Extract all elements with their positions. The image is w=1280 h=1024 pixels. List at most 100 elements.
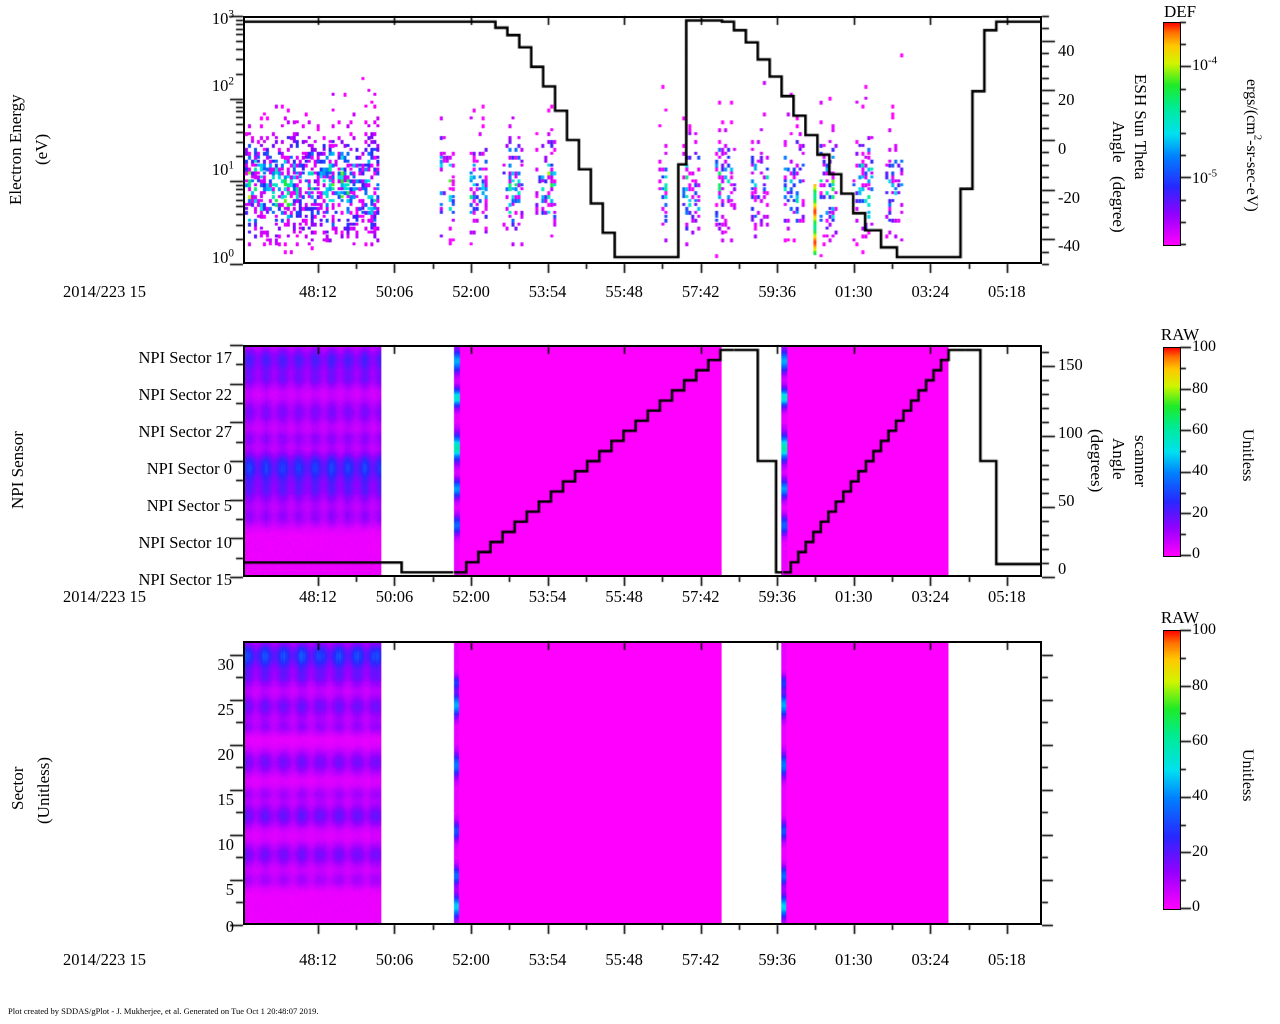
panel3-colorbar-tick-80: 80 (1192, 677, 1208, 694)
panel1-colorbar[interactable] (1163, 22, 1181, 246)
panel3-time-tick: 55:48 (605, 950, 643, 969)
panel2-heatmap-canvas (245, 347, 1040, 575)
panel3-time-tick: 01:30 (834, 950, 873, 969)
panel2-colorbar-tick-20: 20 (1192, 504, 1208, 521)
panel2-colorbar-tick-80: 80 (1192, 380, 1208, 397)
panel1-ytick-right-40: 40 (1058, 41, 1075, 60)
panel3-time-tick: 50:06 (375, 950, 414, 969)
footer-credit: Plot created by SDDAS/gPlot - J. Mukherj… (8, 1006, 319, 1016)
panel1-time-tick: 05:18 (988, 282, 1026, 301)
panel3-colorbar[interactable] (1163, 630, 1181, 910)
panel2-ylabel-right-units: (degrees) (1087, 429, 1106, 493)
panel3-time-tick: 53:54 (528, 950, 567, 969)
panel2-time-tick: 57:42 (681, 587, 720, 606)
panel3-colorbar-tick-20: 20 (1192, 843, 1208, 860)
panel2-time-tick: 01:30 (834, 587, 873, 606)
panel1-time-tick: 01:30 (834, 282, 873, 301)
panel1-time-tick: 48:12 (299, 282, 337, 301)
panel2-ytick-sector5: NPI Sector 5 (146, 496, 232, 515)
panel3-time-prefix: 2014/223 15 (63, 950, 146, 969)
panel1-time-tick: 52:00 (452, 282, 490, 301)
panel3-time-tick: 03:24 (911, 950, 950, 969)
panel1-time-tick: 50:06 (375, 282, 414, 301)
panel2-colorbar-tick-60: 60 (1192, 421, 1208, 438)
panel1-ytick-1000: 103 (211, 8, 234, 28)
panel1-time-tick: 57:42 (681, 282, 720, 301)
panel3-ytick-10: 10 (217, 835, 235, 854)
panel3-plot-area[interactable] (243, 641, 1042, 925)
panel3-ytick-20: 20 (217, 745, 235, 764)
panel2-ylabel-left: NPI Sensor (8, 431, 27, 509)
panel2-plot-area[interactable] (243, 345, 1042, 577)
panel2-ytick-right-150: 150 (1058, 355, 1083, 374)
panel1-ytick-10: 101 (211, 159, 234, 179)
panel1-colorbar-gradient (1164, 23, 1180, 245)
panel2-time-tick: 48:12 (299, 587, 337, 606)
panel2-time-prefix: 2014/223 15 (63, 587, 146, 606)
panel2-ylabel-right: scanner (1131, 435, 1150, 487)
panel2-colorbar-tick-40: 40 (1192, 462, 1208, 479)
panel3-colorbar-tick-100: 100 (1192, 621, 1216, 638)
panel1-colorbar-title: DEF (1163, 2, 1197, 21)
panel1-heatmap-canvas (245, 18, 1040, 262)
panel3-ytick-5: 5 (225, 880, 234, 899)
panel3-colorbar-gradient (1164, 631, 1180, 909)
panel2-ytick-sector27: NPI Sector 27 (138, 422, 233, 441)
panel2-time-tick: 53:54 (528, 587, 567, 606)
panel2-ylabel-right-angle: Angle (1109, 438, 1128, 480)
panel2-ytick-right-0: 0 (1058, 559, 1067, 578)
panel1-ytick-100: 102 (211, 75, 234, 95)
panel3-time-tick: 59:36 (758, 950, 796, 969)
panel1-colorbar-tick-1e-5: 10-5 (1192, 167, 1218, 187)
panel2-colorbar-gradient (1164, 348, 1180, 556)
panel3-ytick-30: 30 (217, 655, 235, 674)
panel1-ytick-right-20: 20 (1058, 90, 1075, 109)
panel1-ytick-right-0: 0 (1058, 139, 1067, 158)
panel3-time-tick: 48:12 (299, 950, 337, 969)
panel3-ylabel-left-units: (Unitless) (34, 756, 53, 824)
panel2-ytick-sector0: NPI Sector 0 (146, 459, 232, 478)
panel1-ylabel-left-units: (eV) (32, 133, 51, 165)
panel3-ylabel-left: Sector (8, 766, 27, 810)
panel3-ytick-25: 25 (217, 700, 235, 719)
panel2-time-tick: 03:24 (911, 587, 950, 606)
panel2-colorbar-tick-100: 100 (1192, 338, 1216, 355)
panel1-time-tick: 59:36 (758, 282, 796, 301)
panel1-colorbar-unit: ergs/(cm2-sr-sec-eV) (1243, 78, 1264, 212)
panel2-time-tick: 50:06 (375, 587, 414, 606)
panel3-ytick-15: 15 (217, 790, 235, 809)
panel3-time-tick: 52:00 (452, 950, 490, 969)
panel2-ytick-sector10: NPI Sector 10 (138, 533, 233, 552)
panel2-time-tick: 05:18 (988, 587, 1026, 606)
panel1-ylabel-right: ESH Sun Theta (1131, 74, 1150, 180)
panel2-time-tick: 52:00 (452, 587, 490, 606)
panel1-ylabel-right-units: (degree) (1109, 175, 1128, 233)
panel1-ytick-right-m20: -20 (1058, 188, 1080, 207)
panel3-colorbar-unit: Unitless (1239, 748, 1256, 802)
panel2-time-tick: 55:48 (605, 587, 643, 606)
panel1-ytick-1: 100 (211, 247, 234, 267)
panel1-plot-area[interactable] (243, 16, 1042, 264)
panel1-time-prefix: 2014/223 15 (63, 282, 146, 301)
panel2-colorbar[interactable] (1163, 347, 1181, 557)
panel1-ylabel-left: Electron Energy (6, 94, 25, 206)
panel1-ylabel-right-angle: Angle (1109, 121, 1128, 163)
panel3-time-tick: 57:42 (681, 950, 720, 969)
panel3-ytick-0: 0 (225, 917, 234, 936)
panel3-colorbar-tick-60: 60 (1192, 732, 1208, 749)
panel2-colorbar-tick-0: 0 (1192, 545, 1200, 562)
panel1-time-tick: 53:54 (528, 282, 567, 301)
panel1-colorbar-tick-1e-4: 10-4 (1192, 54, 1218, 74)
panel2-colorbar-unit: Unitless (1239, 428, 1256, 482)
panel2-time-tick: 59:36 (758, 587, 796, 606)
panel3-time-tick: 05:18 (988, 950, 1026, 969)
panel2-ytick-right-100: 100 (1058, 423, 1083, 442)
panel3-colorbar-tick-0: 0 (1192, 898, 1200, 915)
panel3-colorbar-tick-40: 40 (1192, 787, 1208, 804)
panel1-ytick-right-m40: -40 (1058, 236, 1080, 255)
panel1-time-tick: 03:24 (911, 282, 950, 301)
panel3-heatmap-canvas (245, 643, 1040, 923)
panel2-ytick-sector17: NPI Sector 17 (138, 348, 233, 367)
panel2-ytick-sector22: NPI Sector 22 (138, 385, 233, 404)
panel1-time-tick: 55:48 (605, 282, 643, 301)
